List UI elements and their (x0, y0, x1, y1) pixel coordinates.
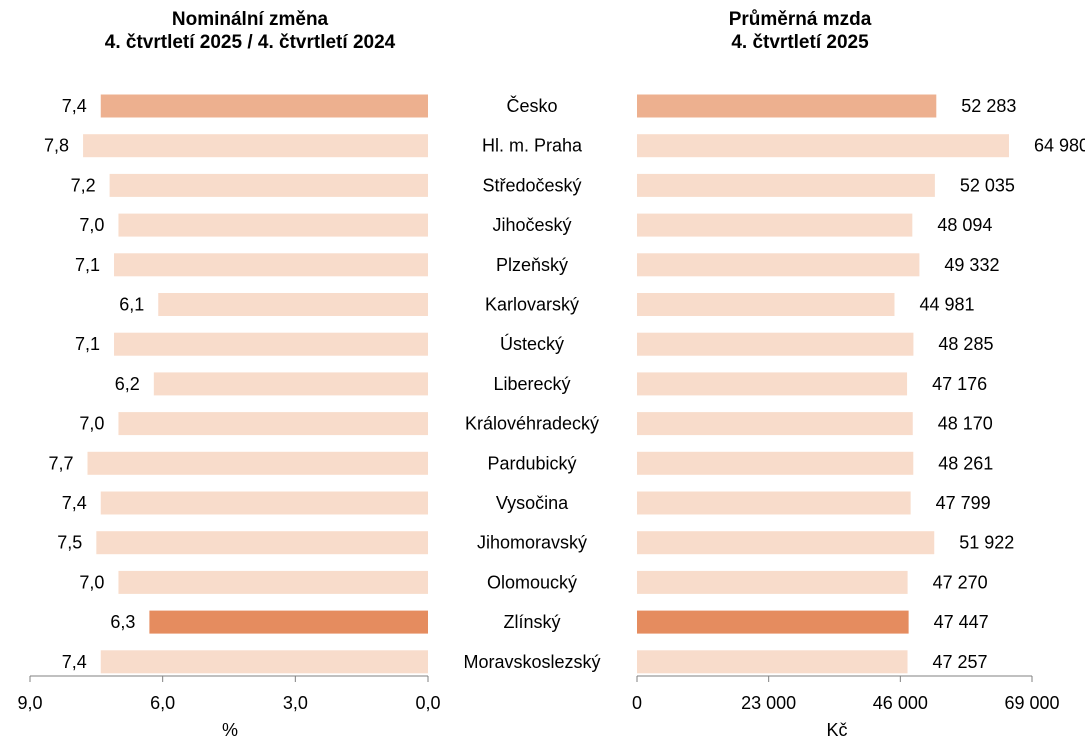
right-value-label-0: 52 283 (961, 96, 1016, 116)
right-bar-0 (637, 94, 937, 118)
category-label-4: Plzeňský (496, 255, 568, 275)
right-x-tick-label-3: 69 000 (1004, 693, 1059, 713)
right-bar-10 (637, 491, 911, 515)
right-value-label-9: 48 261 (938, 453, 993, 473)
right-value-label-6: 48 285 (938, 334, 993, 354)
left-bar-7 (153, 372, 429, 396)
left-bar-8 (118, 412, 428, 436)
category-label-8: Královéhradecký (465, 414, 599, 434)
left-bar-14 (100, 650, 428, 674)
category-label-1: Hl. m. Praha (482, 136, 583, 156)
right-bar-6 (637, 332, 914, 356)
left-bar-6 (114, 332, 429, 356)
category-label-10: Vysočina (496, 493, 569, 513)
left-x-tick-label-3: 0,0 (415, 693, 440, 713)
left-value-label-2: 7,2 (71, 175, 96, 195)
left-bar-12 (118, 570, 428, 594)
category-label-12: Olomoucký (487, 572, 577, 592)
left-value-label-0: 7,4 (62, 96, 87, 116)
right-value-label-13: 47 447 (934, 612, 989, 632)
left-bar-9 (87, 451, 428, 475)
right-bar-7 (637, 372, 908, 396)
category-label-5: Karlovarský (485, 295, 579, 315)
right-title-main: Průměrná mzda (728, 9, 872, 30)
left-value-label-14: 7,4 (62, 652, 87, 672)
left-bar-0 (100, 94, 428, 118)
right-bar-12 (637, 570, 908, 594)
right-value-label-3: 48 094 (937, 215, 992, 235)
right-bar-5 (637, 293, 895, 316)
left-x-tick-label-1: 6,0 (150, 693, 175, 713)
category-label-7: Liberecký (493, 374, 570, 394)
left-x-axis-title: % (222, 720, 238, 738)
left-bar-3 (118, 213, 428, 237)
category-label-0: Česko (506, 95, 557, 116)
right-x-axis-title: Kč (826, 720, 847, 738)
left-value-label-1: 7,8 (44, 136, 69, 156)
right-value-label-11: 51 922 (959, 533, 1014, 553)
right-value-label-4: 49 332 (944, 255, 999, 275)
left-bar-13 (149, 610, 428, 634)
left-title-main: Nominální změna (171, 9, 329, 30)
left-bar-4 (114, 253, 429, 277)
left-bar-5 (158, 293, 428, 316)
right-bar-4 (637, 253, 920, 277)
right-value-label-14: 47 257 (933, 652, 988, 672)
left-bar-11 (96, 531, 428, 555)
left-value-label-13: 6,3 (110, 612, 135, 632)
category-label-13: Zlínský (503, 612, 560, 632)
right-value-label-10: 47 799 (936, 493, 991, 513)
right-value-label-1: 64 980 (1034, 136, 1085, 156)
left-bar-10 (100, 491, 428, 515)
right-value-label-2: 52 035 (960, 175, 1015, 195)
right-bar-11 (637, 531, 935, 555)
right-value-label-8: 48 170 (938, 414, 993, 434)
left-value-label-11: 7,5 (57, 533, 82, 553)
left-x-tick-label-2: 3,0 (283, 693, 308, 713)
left-title-sub: 4. čtvrtletí 2025 / 4. čtvrtletí 2024 (104, 32, 396, 53)
left-value-label-3: 7,0 (79, 215, 104, 235)
right-title-sub: 4. čtvrtletí 2025 (731, 32, 869, 53)
right-bar-14 (637, 650, 908, 674)
category-label-9: Pardubický (487, 453, 576, 473)
right-bar-9 (637, 451, 914, 475)
category-label-2: Středočeský (482, 175, 581, 195)
right-bar-1 (637, 134, 1009, 158)
left-x-tick-label-0: 9,0 (17, 693, 42, 713)
left-value-label-9: 7,7 (48, 453, 73, 473)
right-x-tick-label-2: 46 000 (873, 693, 928, 713)
left-bar-1 (83, 134, 429, 158)
right-bar-3 (637, 213, 913, 237)
left-chart-title: Nominální změna 4. čtvrtletí 2025 / 4. č… (30, 8, 470, 54)
category-label-6: Ústecký (500, 333, 564, 354)
left-value-label-7: 6,2 (115, 374, 140, 394)
right-value-label-12: 47 270 (933, 572, 988, 592)
right-x-tick-label-1: 23 000 (741, 693, 796, 713)
right-bar-8 (637, 412, 913, 436)
category-label-11: Jihomoravský (477, 533, 587, 553)
right-bar-2 (637, 173, 935, 197)
left-value-label-4: 7,1 (75, 255, 100, 275)
left-value-label-5: 6,1 (119, 295, 144, 315)
category-label-3: Jihočeský (492, 215, 571, 235)
left-bar-2 (109, 173, 428, 197)
right-x-tick-label-0: 0 (632, 693, 642, 713)
right-value-label-7: 47 176 (932, 374, 987, 394)
category-label-14: Moravskoslezský (463, 652, 600, 672)
right-bar-13 (637, 610, 909, 634)
left-value-label-6: 7,1 (75, 334, 100, 354)
right-chart-title: Průměrná mzda 4. čtvrtletí 2025 (610, 8, 990, 54)
left-value-label-12: 7,0 (79, 572, 104, 592)
right-value-label-5: 44 981 (919, 295, 974, 315)
left-value-label-10: 7,4 (62, 493, 87, 513)
left-value-label-8: 7,0 (79, 414, 104, 434)
